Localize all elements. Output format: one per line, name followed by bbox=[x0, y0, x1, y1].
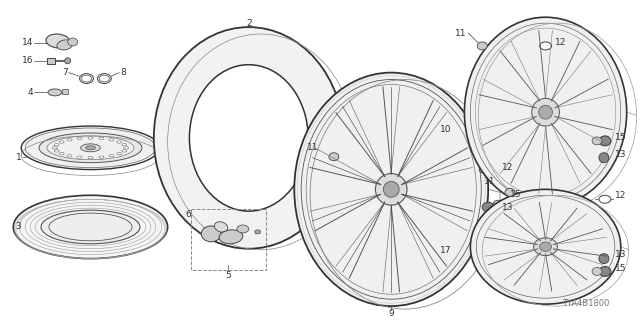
Text: 13: 13 bbox=[615, 250, 627, 259]
Ellipse shape bbox=[86, 146, 95, 150]
Ellipse shape bbox=[189, 65, 308, 211]
Ellipse shape bbox=[255, 230, 260, 234]
Ellipse shape bbox=[154, 27, 344, 249]
Ellipse shape bbox=[68, 38, 77, 46]
Ellipse shape bbox=[117, 141, 122, 143]
Ellipse shape bbox=[81, 75, 92, 82]
Ellipse shape bbox=[13, 195, 168, 259]
Ellipse shape bbox=[599, 195, 611, 203]
Text: 5: 5 bbox=[225, 271, 231, 280]
Ellipse shape bbox=[122, 144, 127, 146]
Ellipse shape bbox=[592, 268, 602, 276]
Ellipse shape bbox=[540, 242, 552, 252]
Ellipse shape bbox=[54, 144, 59, 146]
Ellipse shape bbox=[470, 189, 621, 304]
Bar bbox=[47, 58, 55, 64]
Text: 12: 12 bbox=[615, 191, 626, 200]
Ellipse shape bbox=[88, 156, 93, 159]
Text: 11: 11 bbox=[484, 177, 495, 186]
Text: 15: 15 bbox=[510, 190, 522, 199]
Ellipse shape bbox=[109, 155, 114, 157]
Ellipse shape bbox=[47, 136, 134, 160]
Text: 3: 3 bbox=[15, 222, 21, 231]
Ellipse shape bbox=[294, 73, 488, 306]
Ellipse shape bbox=[329, 153, 339, 161]
Ellipse shape bbox=[81, 144, 100, 152]
Ellipse shape bbox=[383, 181, 399, 197]
Text: 8: 8 bbox=[120, 68, 126, 77]
Ellipse shape bbox=[77, 137, 82, 140]
Ellipse shape bbox=[109, 139, 114, 141]
Text: 13: 13 bbox=[615, 150, 627, 159]
Ellipse shape bbox=[97, 74, 111, 84]
Ellipse shape bbox=[540, 42, 552, 50]
Text: 13: 13 bbox=[502, 203, 513, 212]
Ellipse shape bbox=[479, 166, 493, 173]
Ellipse shape bbox=[532, 98, 559, 126]
Ellipse shape bbox=[67, 155, 72, 157]
Bar bbox=[191, 209, 266, 270]
Ellipse shape bbox=[99, 137, 104, 140]
Ellipse shape bbox=[599, 267, 611, 276]
Ellipse shape bbox=[202, 226, 221, 242]
Text: 11: 11 bbox=[307, 143, 318, 152]
Text: 16: 16 bbox=[22, 56, 33, 65]
Ellipse shape bbox=[534, 238, 557, 256]
Ellipse shape bbox=[599, 153, 609, 163]
Text: 11: 11 bbox=[455, 28, 467, 37]
Ellipse shape bbox=[48, 89, 62, 96]
Ellipse shape bbox=[99, 156, 104, 158]
Ellipse shape bbox=[493, 200, 503, 208]
Ellipse shape bbox=[67, 139, 72, 141]
Text: 10: 10 bbox=[440, 125, 452, 134]
Ellipse shape bbox=[46, 34, 70, 48]
Ellipse shape bbox=[99, 75, 109, 82]
Text: 4: 4 bbox=[28, 88, 33, 97]
Ellipse shape bbox=[39, 133, 142, 163]
Ellipse shape bbox=[124, 147, 129, 149]
Ellipse shape bbox=[477, 42, 487, 50]
Ellipse shape bbox=[599, 254, 609, 264]
Text: 15: 15 bbox=[615, 264, 627, 273]
Ellipse shape bbox=[88, 137, 93, 139]
Ellipse shape bbox=[54, 150, 59, 152]
Ellipse shape bbox=[117, 152, 122, 155]
Text: 12: 12 bbox=[502, 163, 513, 172]
Ellipse shape bbox=[77, 156, 82, 158]
Ellipse shape bbox=[57, 40, 72, 50]
Ellipse shape bbox=[592, 137, 602, 145]
Ellipse shape bbox=[219, 230, 243, 244]
Text: 2: 2 bbox=[246, 19, 252, 28]
Text: 17: 17 bbox=[440, 246, 452, 255]
Text: 7: 7 bbox=[62, 68, 68, 77]
Ellipse shape bbox=[465, 17, 627, 207]
Ellipse shape bbox=[21, 126, 160, 170]
Ellipse shape bbox=[52, 147, 58, 149]
Ellipse shape bbox=[79, 74, 93, 84]
Text: 1: 1 bbox=[15, 153, 21, 162]
Ellipse shape bbox=[41, 210, 140, 244]
Text: 6: 6 bbox=[186, 210, 191, 219]
Text: 12: 12 bbox=[556, 38, 567, 47]
Ellipse shape bbox=[539, 105, 552, 119]
Text: 9: 9 bbox=[388, 308, 394, 317]
Ellipse shape bbox=[599, 136, 611, 146]
Ellipse shape bbox=[59, 141, 64, 143]
Ellipse shape bbox=[122, 150, 127, 152]
Text: 14: 14 bbox=[22, 38, 33, 47]
Ellipse shape bbox=[237, 225, 249, 233]
Ellipse shape bbox=[376, 173, 407, 205]
Text: TYA4B1800: TYA4B1800 bbox=[563, 299, 610, 308]
Ellipse shape bbox=[483, 202, 494, 212]
Bar bbox=[62, 89, 68, 94]
Ellipse shape bbox=[65, 58, 70, 64]
Ellipse shape bbox=[505, 188, 515, 196]
Text: 15: 15 bbox=[615, 133, 627, 142]
Ellipse shape bbox=[214, 222, 228, 232]
Ellipse shape bbox=[59, 152, 64, 155]
